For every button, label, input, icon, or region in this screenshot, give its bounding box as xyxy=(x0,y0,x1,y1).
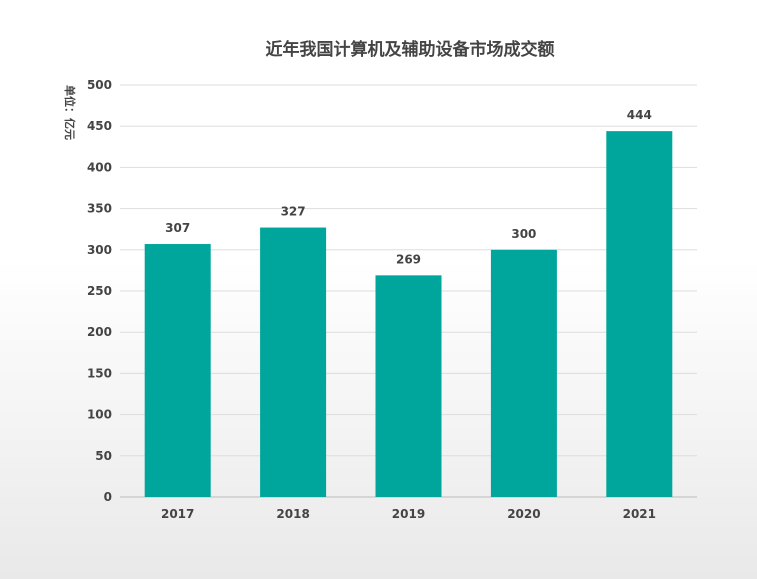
x-tick-label: 2017 xyxy=(161,507,194,521)
bar xyxy=(606,131,673,498)
x-tick-label: 2019 xyxy=(392,507,425,521)
y-tick-label: 200 xyxy=(87,325,112,339)
x-tick-label: 2020 xyxy=(507,507,540,521)
y-tick-label: 100 xyxy=(87,408,112,422)
bar xyxy=(490,249,557,497)
chart-title: 近年我国计算机及辅助设备市场成交额 xyxy=(266,39,555,60)
y-axis-label: 单位：亿元 xyxy=(63,85,77,140)
bar xyxy=(144,244,211,497)
y-tick-label: 300 xyxy=(87,243,112,257)
bar xyxy=(375,275,442,497)
y-tick-label: 400 xyxy=(87,160,112,174)
data-label: 327 xyxy=(281,205,306,219)
data-label: 307 xyxy=(165,221,190,235)
y-tick-label: 150 xyxy=(87,366,112,380)
y-tick-label: 450 xyxy=(87,119,112,133)
x-tick-label: 2021 xyxy=(623,507,656,521)
y-tick-label: 350 xyxy=(87,202,112,216)
y-tick-label: 0 xyxy=(104,490,112,504)
y-tick-label: 250 xyxy=(87,284,112,298)
y-tick-label: 50 xyxy=(95,449,112,463)
data-label: 300 xyxy=(511,227,536,241)
data-label: 444 xyxy=(627,108,652,122)
data-label: 269 xyxy=(396,252,421,266)
bar xyxy=(260,227,327,497)
y-tick-label: 500 xyxy=(87,78,112,92)
x-tick-label: 2018 xyxy=(276,507,309,521)
